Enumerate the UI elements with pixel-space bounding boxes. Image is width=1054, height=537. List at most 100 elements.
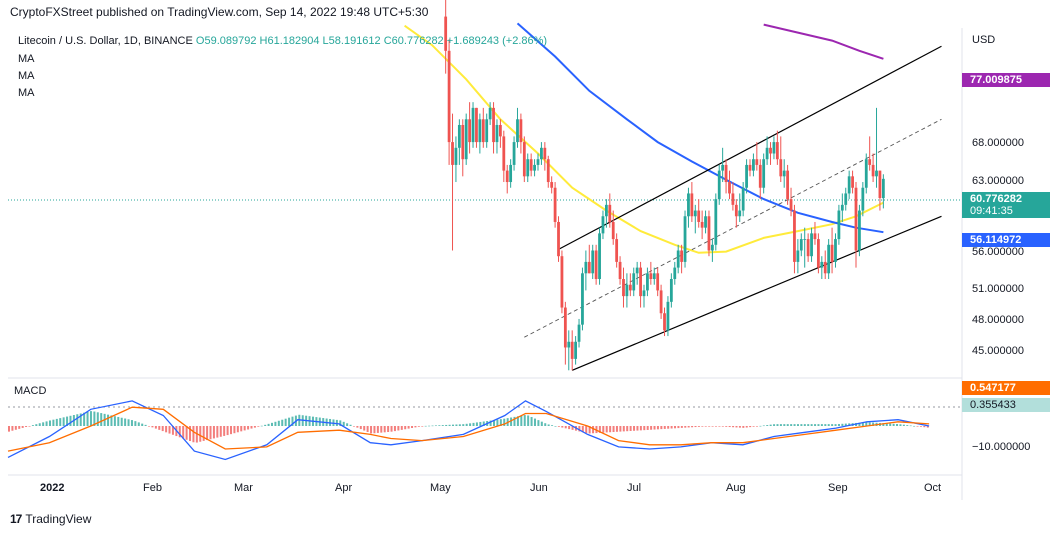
candle-body: [799, 239, 803, 251]
macd-histogram-bar: [434, 425, 437, 427]
candle-body: [714, 199, 718, 245]
macd-histogram-bar: [18, 426, 21, 429]
macd-histogram-bar: [909, 425, 912, 427]
macd-histogram-bar: [496, 419, 499, 426]
bar-countdown: 09:41:35: [970, 205, 1013, 217]
candle-body: [536, 159, 540, 165]
macd-histogram-bar: [383, 426, 386, 433]
macd-histogram-bar: [223, 426, 226, 436]
macd-histogram-bar: [790, 424, 793, 426]
macd-histogram-bar: [598, 426, 601, 433]
macd-histogram-bar: [728, 426, 731, 428]
symbol-title[interactable]: Litecoin / U.S. Dollar, 1D, BINANCE: [18, 35, 193, 47]
macd-histogram-bar: [704, 426, 707, 427]
candle-body: [820, 261, 824, 268]
macd-histogram-bar: [820, 424, 823, 426]
candle-body: [854, 187, 858, 251]
candle-body: [498, 124, 502, 137]
candle-body: [570, 341, 574, 359]
candle-body: [840, 204, 844, 211]
macd-histogram-bar: [759, 425, 762, 427]
currency-label[interactable]: USD: [972, 34, 996, 46]
macd-histogram-bar: [656, 426, 659, 430]
candle-body: [762, 159, 766, 188]
candle-body: [546, 159, 550, 183]
candle-body: [526, 159, 530, 177]
macd-histogram-bar: [100, 413, 103, 426]
price-tick-45: 45.000000: [972, 345, 1024, 357]
candle-body: [574, 341, 578, 359]
macd-histogram-bar: [810, 424, 813, 426]
ma-label-3[interactable]: MA: [18, 87, 35, 99]
candle-body: [728, 182, 731, 194]
candle-body: [683, 216, 687, 262]
macd-histogram-bar: [783, 424, 786, 426]
macd-histogram-bar: [469, 423, 472, 426]
macd-histogram-bar: [680, 426, 683, 428]
macd-histogram-bar: [602, 426, 605, 433]
channel-lower-line: [571, 215, 942, 371]
macd-histogram-bar: [769, 424, 772, 426]
publisher-info: CryptoFXStreet published on TradingView.…: [10, 5, 429, 19]
candle-body: [796, 250, 800, 262]
macd-histogram-bar: [827, 424, 830, 426]
macd-histogram-bar: [913, 425, 916, 427]
tradingview-logo[interactable]: 17 TradingView: [10, 512, 91, 526]
macd-histogram-bar: [267, 423, 270, 426]
macd-histogram-bar: [342, 421, 345, 426]
macd-histogram-bar: [270, 422, 273, 426]
macd-histogram-bar: [52, 419, 55, 426]
macd-histogram-bar: [554, 426, 557, 427]
candle-body: [584, 261, 588, 274]
candle-body: [782, 170, 786, 177]
macd-histogram-bar: [493, 420, 496, 426]
macd-histogram-bar: [738, 426, 741, 428]
macd-histogram-bar: [663, 426, 666, 429]
macd-histogram-bar: [615, 426, 618, 432]
ma-label-1[interactable]: MA: [18, 53, 35, 65]
macd-histogram-bar: [93, 411, 96, 426]
macd-histogram-bar: [609, 426, 612, 433]
macd-histogram-bar: [96, 412, 99, 426]
macd-histogram-bar: [349, 424, 352, 426]
candle-body: [755, 159, 759, 165]
macd-histogram-bar: [38, 423, 41, 426]
macd-histogram-bar: [831, 424, 834, 426]
candle-body: [858, 210, 861, 251]
candle-body: [533, 164, 536, 171]
macd-histogram-bar: [694, 426, 697, 428]
macd-histogram-bar: [414, 426, 417, 428]
candle-body: [615, 239, 619, 262]
macd-histogram-bar: [670, 426, 673, 429]
macd-histogram-bar: [865, 422, 868, 426]
candle-body: [563, 307, 567, 348]
macd-histogram-bar: [8, 426, 10, 432]
macd-histogram-bar: [247, 426, 250, 430]
macd-histogram-bar: [452, 424, 455, 426]
macd-histogram-bar: [226, 426, 229, 436]
signal-line: [7, 406, 930, 452]
macd-histogram-bar: [393, 426, 396, 432]
ohlc-high: H61.182904: [259, 35, 320, 47]
candle-body: [673, 267, 677, 280]
ma-label-2[interactable]: MA: [18, 70, 35, 82]
macd-histogram-bar: [424, 425, 427, 427]
price-tick-48: 48.000000: [972, 314, 1024, 326]
macd-histogram-bar: [407, 426, 410, 429]
candle-body: [765, 147, 769, 160]
macd-histogram-bar: [233, 426, 236, 434]
candle-body: [837, 210, 841, 240]
macd-label[interactable]: MACD: [14, 385, 47, 397]
macd-histogram-bar: [363, 426, 366, 431]
candle-body: [707, 216, 711, 251]
macd-histogram-bar: [178, 426, 181, 438]
candle-body: [509, 164, 513, 183]
candle-body: [601, 216, 605, 234]
channel-middle-line: [524, 118, 942, 338]
candle-body: [666, 301, 670, 331]
macd-histogram-bar: [168, 426, 171, 434]
macd-histogram-bar: [411, 426, 414, 428]
macd-histogram-bar: [561, 426, 564, 428]
macd-histogram-bar: [482, 421, 485, 426]
